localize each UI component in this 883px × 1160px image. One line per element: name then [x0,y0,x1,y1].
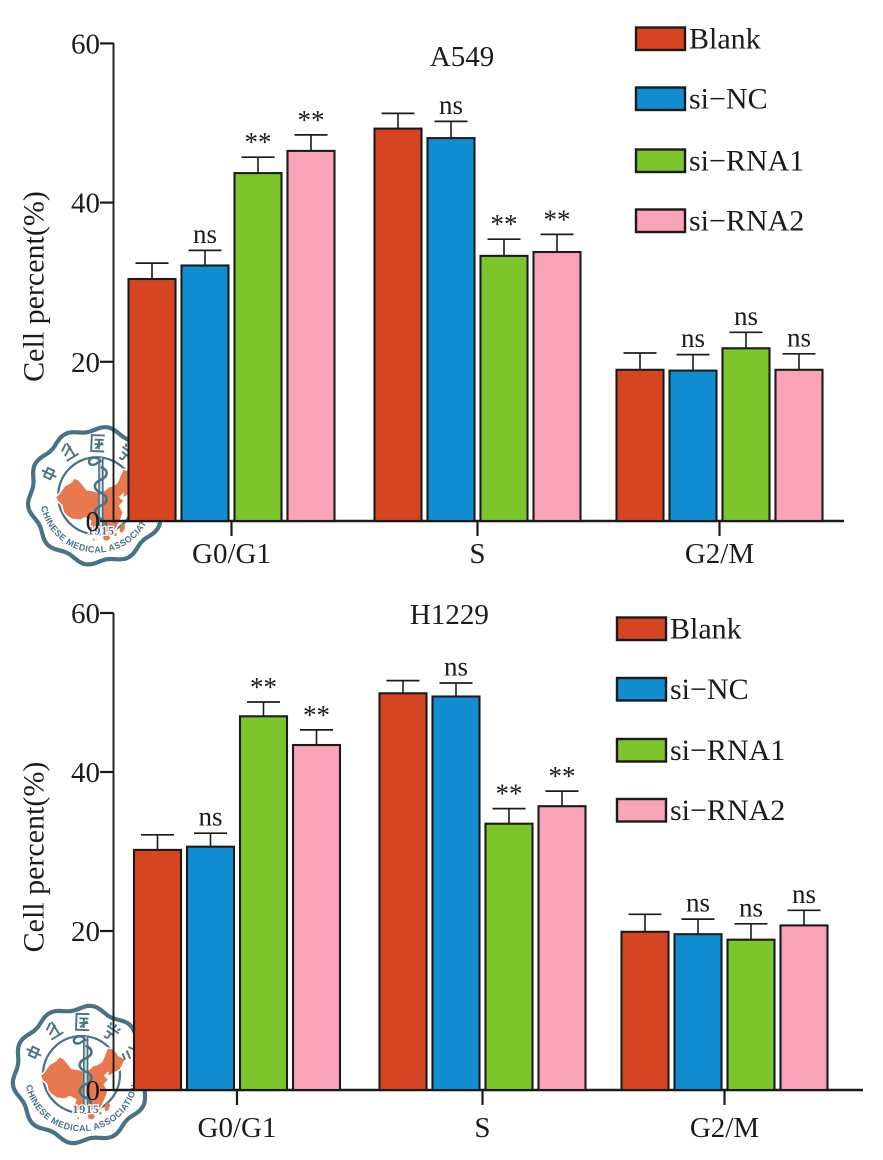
svg-text:ns: ns [681,323,705,353]
svg-text:**: ** [491,209,518,239]
svg-text:Blank: Blank [670,613,742,646]
svg-text:ns: ns [792,879,816,909]
svg-text:0: 0 [86,1075,101,1107]
svg-text:G2/M: G2/M [690,1112,759,1144]
svg-text:S: S [474,1112,490,1144]
svg-text:A549: A549 [430,41,494,73]
svg-text:ns: ns [739,892,763,922]
svg-text:S: S [469,538,485,570]
svg-text:20: 20 [71,916,100,948]
svg-text:**: ** [496,779,523,809]
svg-text:G0/G1: G0/G1 [198,1112,277,1144]
svg-text:ns: ns [787,322,811,352]
svg-text:si−NC: si−NC [689,83,768,116]
svg-text:Blank: Blank [689,23,761,56]
svg-text:**: ** [303,700,330,730]
svg-text:**: ** [544,204,571,234]
svg-text:G2/M: G2/M [685,538,754,570]
svg-text:40: 40 [71,757,100,789]
svg-text:ns: ns [193,219,217,249]
svg-text:ns: ns [734,301,758,331]
svg-text:H1229: H1229 [410,599,489,631]
svg-text:60: 60 [71,28,100,60]
svg-text:ns: ns [686,888,710,918]
svg-text:Cell percent(%): Cell percent(%) [18,762,51,953]
svg-text:20: 20 [71,347,100,379]
svg-text:ns: ns [439,90,463,120]
svg-text:40: 40 [71,188,100,220]
svg-text:si−RNA2: si−RNA2 [670,794,785,827]
svg-text:si−NC: si−NC [670,673,749,706]
svg-text:Cell percent(%): Cell percent(%) [18,191,51,382]
svg-text:ns: ns [198,802,222,832]
svg-text:0: 0 [86,506,101,538]
svg-text:G0/G1: G0/G1 [192,538,271,570]
svg-text:**: ** [298,105,325,135]
svg-text:ns: ns [444,652,468,682]
svg-text:si−RNA1: si−RNA1 [670,734,785,767]
svg-text:**: ** [549,761,576,791]
svg-text:si−RNA2: si−RNA2 [689,205,804,238]
svg-text:**: ** [250,672,277,702]
svg-text:60: 60 [71,598,100,630]
svg-text:**: ** [245,127,272,157]
svg-text:si−RNA1: si−RNA1 [689,145,804,178]
